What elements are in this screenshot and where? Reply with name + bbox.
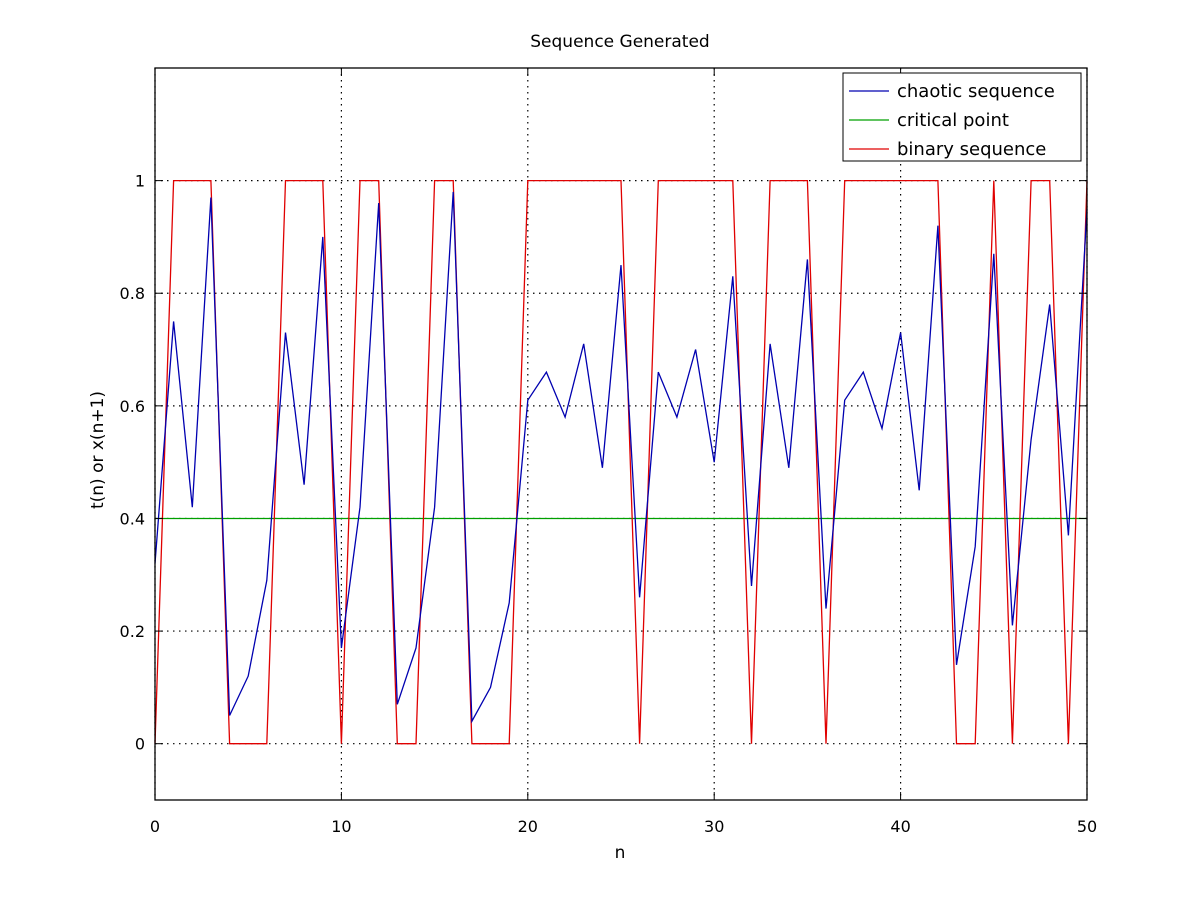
series-line-chaotic-sequence — [154, 191, 1088, 724]
y-tick-label: 0.4 — [120, 509, 145, 528]
axis-ticks: 0 10 20 30 40 50 0 0.2 0.4 0.6 0.8 1 — [120, 68, 1097, 836]
series-line-binary-sequence — [154, 179, 1088, 745]
x-tick-label: 40 — [890, 817, 910, 836]
y-tick-label: 1 — [135, 172, 145, 191]
legend-label: chaotic sequence — [897, 81, 1055, 102]
legend: chaotic sequence critical point binary seq… — [842, 72, 1082, 162]
legend-box — [842, 72, 1082, 162]
y-tick-label: 0.2 — [120, 622, 145, 641]
legend-label: critical point — [897, 110, 1009, 131]
x-tick-label: 50 — [1077, 817, 1097, 836]
chart-title: Sequence Generated — [530, 32, 709, 52]
legend-label: binary sequence — [897, 139, 1046, 160]
y-tick-label: 0.6 — [120, 397, 145, 416]
x-tick-label: 0 — [150, 817, 160, 836]
x-tick-label: 10 — [331, 817, 351, 836]
y-tick-label: 0 — [135, 735, 145, 754]
y-tick-label: 0.8 — [120, 284, 145, 303]
series-lines — [154, 179, 1088, 745]
x-tick-label: 30 — [704, 817, 724, 836]
x-axis-label: n — [615, 843, 626, 863]
plot-frame — [154, 67, 1088, 801]
x-tick-label: 20 — [518, 817, 538, 836]
y-axis-label: t(n) or x(n+1) — [88, 391, 108, 509]
